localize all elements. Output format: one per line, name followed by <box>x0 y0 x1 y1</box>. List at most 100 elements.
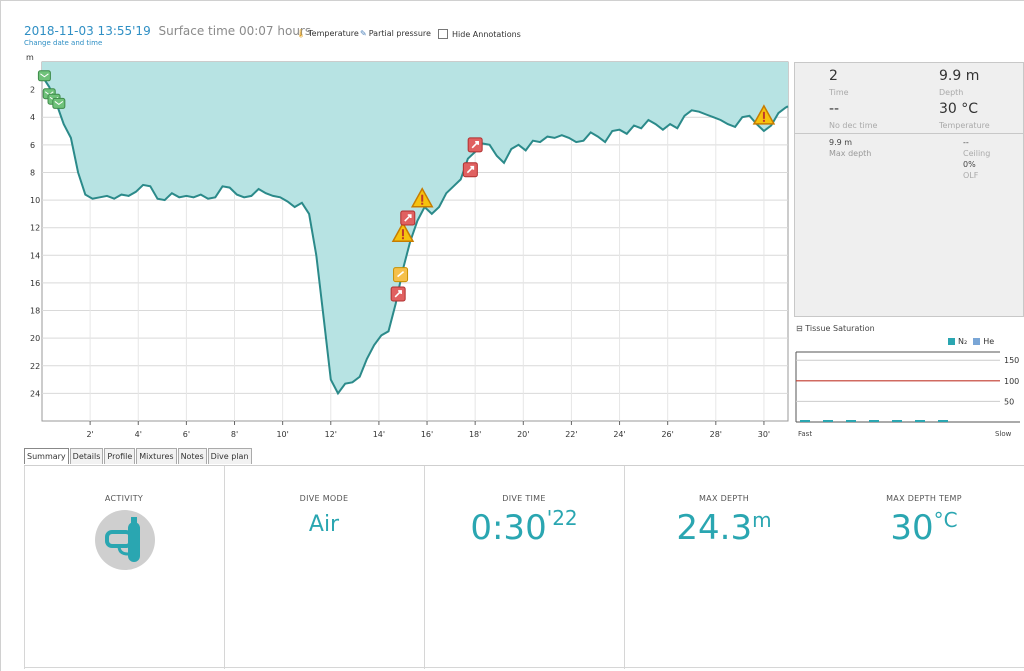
max-depth-unit: m <box>752 508 772 532</box>
tissue-slow-label: Slow <box>995 430 1012 438</box>
summary-panel: ACTIVITY DIVE MODE Air DIVE TIME 0:30'22… <box>24 465 1024 669</box>
dive-time-label: DIVE TIME <box>502 494 546 503</box>
warning-marker-icon <box>391 221 415 242</box>
n2-compartment-bar <box>892 420 902 422</box>
card-divider <box>624 466 625 669</box>
info-temp-value: 30 °C <box>939 101 979 117</box>
max-depth-temp-unit: °C <box>933 508 958 532</box>
thermometer-icon: 🌡 <box>296 29 307 38</box>
hide-annotations-label: Hide Annotations <box>452 29 521 39</box>
tissue-saturation-chart: 150 100 50 <box>795 351 1020 423</box>
warning-mark <box>401 229 404 237</box>
tab-dive-plan[interactable]: Dive plan <box>207 448 252 464</box>
x-tick-label: 26' <box>661 430 673 439</box>
info-divider <box>795 133 1023 134</box>
window-top-border <box>0 0 1024 1</box>
ascent-arrow <box>404 214 412 222</box>
x-tick-label: 2' <box>86 430 93 439</box>
tissue-tick-label: 100 <box>1004 377 1019 386</box>
annotations-layer <box>37 70 776 302</box>
x-tick-label: 22' <box>565 430 577 439</box>
window-left-border <box>0 0 1 671</box>
info-temp-label: Temperature <box>939 121 990 130</box>
note-envelope <box>54 101 64 106</box>
warning-dot <box>762 119 765 122</box>
change-date-link[interactable]: Change date and time <box>24 39 103 47</box>
ascent-marker-icon <box>462 162 478 178</box>
ascent-arrow <box>471 141 479 149</box>
info-time-value: 2 <box>829 68 838 84</box>
scuba-activity-icon <box>95 510 155 570</box>
hide-annotations-toggle[interactable]: Hide Annotations <box>438 29 521 39</box>
n2-swatch <box>948 338 955 345</box>
hide-annotations-checkbox[interactable] <box>438 29 448 39</box>
x-tick-label: 16' <box>421 430 433 439</box>
ascent-marker-icon <box>400 210 416 226</box>
activity-card: ACTIVITY <box>24 466 224 669</box>
x-tick-label: 28' <box>710 430 722 439</box>
x-tick-label: 18' <box>469 430 481 439</box>
y-tick-label: 4 <box>30 113 35 122</box>
tab-details[interactable]: Details <box>69 448 104 464</box>
warning-marker-icon <box>410 187 434 208</box>
dive-time-seconds: '22 <box>546 506 578 530</box>
legend-partial-pressure[interactable]: ✎ Partial pressure <box>360 29 431 38</box>
safety-marker-icon <box>393 267 409 283</box>
n2-legend-label: N₂ <box>958 337 968 346</box>
surface-time: Surface time 00:07 hours <box>158 24 312 38</box>
bottom-border <box>24 667 1024 668</box>
legend-temperature-label: Temperature <box>308 29 359 38</box>
safety-mark <box>397 271 405 278</box>
y-tick-label: 6 <box>30 141 35 150</box>
n2-compartment-bar <box>938 420 948 422</box>
tissue-fast-label: Fast <box>798 430 813 438</box>
info-ceiling-value: -- <box>963 138 969 147</box>
tissue-saturation-header[interactable]: ⊟ Tissue Saturation <box>796 324 875 333</box>
card-divider <box>24 466 25 669</box>
y-tick-label: 2 <box>30 86 35 95</box>
y-tick-label: 16 <box>30 279 40 288</box>
n2-compartment-bar <box>869 420 879 422</box>
y-tick-label: 18 <box>30 307 40 316</box>
dive-mode-value: Air <box>308 512 340 537</box>
n2-compartment-bar <box>915 420 925 422</box>
ascent-arrow <box>394 290 402 298</box>
dive-mode-label: DIVE MODE <box>299 494 349 503</box>
ascent-arrow <box>466 165 475 174</box>
card-divider <box>224 466 225 669</box>
ascent-marker-icon <box>390 286 406 302</box>
n2-compartment-bar <box>800 420 810 422</box>
info-max-depth-label: Max depth <box>829 149 872 158</box>
max-depth-temp-number: 30 <box>890 508 934 548</box>
point-info-panel: 2 Time 9.9 m Depth -- No dec time 30 °C … <box>794 62 1024 317</box>
y-tick-label: 14 <box>30 251 40 260</box>
tab-mixtures[interactable]: Mixtures <box>136 448 177 464</box>
dive-title: 2018-11-03 13:55'19 Surface time 00:07 h… <box>24 24 311 38</box>
warning-dot <box>401 237 404 240</box>
tab-summary[interactable]: Summary <box>24 448 69 464</box>
dive-time-minutes: 0:30 <box>470 508 547 548</box>
x-tick-label: 10' <box>276 430 288 439</box>
y-tick-label: 24 <box>30 389 40 398</box>
y-tick-label: 12 <box>30 224 40 233</box>
max-depth-card: MAX DEPTH 24.3m <box>624 466 824 669</box>
x-tick-label: 20' <box>517 430 529 439</box>
tab-notes[interactable]: Notes <box>177 448 207 464</box>
y-tick-label: 20 <box>30 334 40 343</box>
legend-temperature[interactable]: 🌡 Temperature <box>296 29 359 38</box>
y-tick-label: 22 <box>30 362 40 371</box>
collapse-icon[interactable]: ⊟ <box>796 324 803 333</box>
info-olf-label: OLF <box>963 171 979 180</box>
y-tick-label: 10 <box>30 196 40 205</box>
note-marker-icon <box>52 97 66 109</box>
legend-partial-pressure-label: Partial pressure <box>368 29 431 38</box>
tab-profile[interactable]: Profile <box>104 448 136 464</box>
warning-mark <box>421 194 424 202</box>
x-tick-label: 30' <box>758 430 770 439</box>
max-depth-temp-value: 30°C <box>824 508 1024 548</box>
note-box <box>52 97 66 109</box>
x-tick-label: 24' <box>613 430 625 439</box>
x-axis: 2' 4' 6' 8' 10' 12' 14' 16' 18' 20' 22' 24' 26' 28' 30… <box>86 421 770 439</box>
warning-marker-icon <box>752 104 776 125</box>
